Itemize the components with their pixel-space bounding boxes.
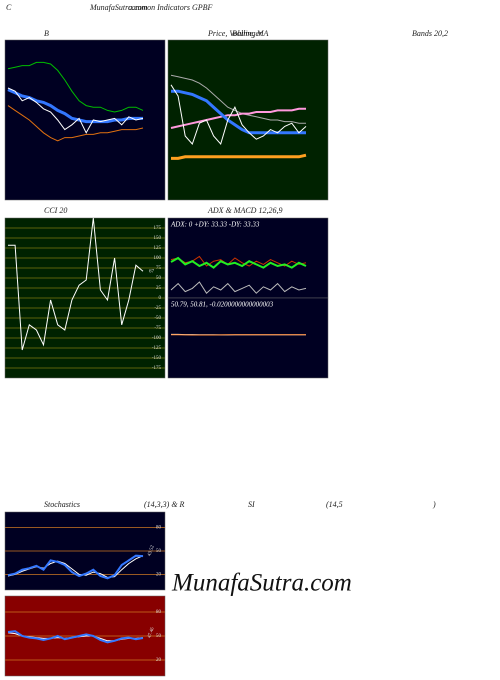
panel xyxy=(167,39,329,201)
series-line xyxy=(171,89,306,135)
series-line xyxy=(7,630,144,644)
panel-title: ADX & MACD 12,26,9 xyxy=(207,206,282,215)
y-tick-label: -175 xyxy=(152,366,162,371)
y-tick-label: 175 xyxy=(154,226,162,231)
series-line xyxy=(170,256,307,269)
y-tick-label: 50 xyxy=(156,276,162,281)
panel xyxy=(167,297,329,379)
last-value-label: 43.52 xyxy=(147,544,156,557)
series-line xyxy=(7,87,144,134)
y-tick-label: 20 xyxy=(156,658,162,663)
y-tick-label: -150 xyxy=(152,356,162,361)
panel-title: Price, Volume, MA xyxy=(207,29,269,38)
y-tick-label: 100 xyxy=(154,256,162,261)
series-line xyxy=(7,61,144,113)
series-line xyxy=(170,74,306,124)
series-line xyxy=(7,105,144,142)
series-line xyxy=(7,554,144,580)
series-line xyxy=(170,84,307,146)
panel-title: (14,5 xyxy=(326,500,343,509)
y-tick-label: 80 xyxy=(156,610,162,615)
y-tick-label: -125 xyxy=(152,346,162,351)
watermark: MunafaSutra.com xyxy=(171,570,352,597)
y-tick-label: -50 xyxy=(154,316,161,321)
last-value-label: 67 xyxy=(149,269,155,274)
site-name: MunafaSutra.com xyxy=(89,3,148,12)
last-value-label: 47.46 xyxy=(147,626,156,639)
y-tick-label: -100 xyxy=(152,336,162,341)
panel-title: Bollinger xyxy=(232,29,263,38)
panel-annotation: 50.79, 50.81, -0.0200000000000003 xyxy=(171,301,274,309)
y-tick-label: 25 xyxy=(156,286,162,291)
panel-title: SI xyxy=(248,500,255,509)
y-tick-label: 50 xyxy=(156,634,162,639)
panel-annotation: ADX: 0 +DY: 33.33 -DY: 33.33 xyxy=(170,221,260,229)
y-tick-label: 50 xyxy=(156,549,162,554)
y-tick-label: 80 xyxy=(156,526,162,531)
y-tick-label: 125 xyxy=(154,246,162,251)
panel-title: CCI 20 xyxy=(44,206,67,215)
series-line xyxy=(170,107,306,129)
y-tick-label: -75 xyxy=(154,326,161,331)
panel-title: (14,3,3) & R xyxy=(144,500,185,509)
series-line xyxy=(170,281,307,294)
y-tick-label: 75 xyxy=(156,266,162,271)
panel-title: B xyxy=(44,29,49,38)
page-title: common Indicators GPBF xyxy=(128,3,213,12)
y-tick-label: -25 xyxy=(154,306,161,311)
panel-title: Bands 20,2 xyxy=(412,29,448,38)
panel-title: ) xyxy=(432,500,436,509)
corner-label: C xyxy=(6,3,12,12)
y-tick-label: 0 xyxy=(159,296,162,301)
y-tick-label: 150 xyxy=(154,236,162,241)
series-line xyxy=(8,217,144,351)
y-tick-label: 20 xyxy=(156,573,162,578)
series-line xyxy=(171,153,307,160)
panel-title: Stochastics xyxy=(44,500,80,509)
